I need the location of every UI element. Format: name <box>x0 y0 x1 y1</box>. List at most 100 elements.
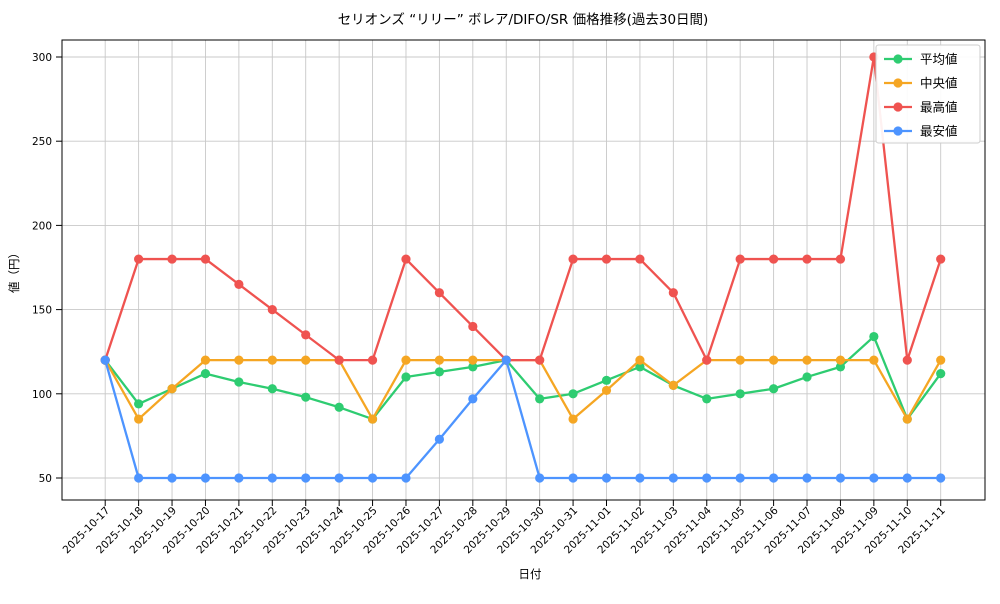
marker-median <box>902 414 912 424</box>
marker-average <box>936 368 946 379</box>
y-tick-label: 300 <box>32 52 52 64</box>
marker-min <box>769 473 779 483</box>
legend-box <box>875 44 981 144</box>
axes-frame <box>61 39 986 501</box>
marker-average <box>267 384 277 394</box>
marker-max <box>635 254 645 264</box>
legend-marker-icon <box>893 78 903 88</box>
marker-max <box>267 305 277 315</box>
marker-max <box>167 254 177 264</box>
marker-median <box>401 355 411 365</box>
legend-marker-icon <box>893 126 903 136</box>
marker-min <box>401 473 411 483</box>
marker-average <box>301 392 311 402</box>
marker-min <box>134 473 144 483</box>
marker-max <box>434 288 444 298</box>
marker-min <box>568 473 578 483</box>
marker-max <box>301 330 311 340</box>
series-max <box>100 52 946 365</box>
legend-label: 平均値 <box>920 52 958 67</box>
marker-min <box>468 394 478 404</box>
marker-min <box>334 473 344 483</box>
y-tick-label: 50 <box>39 473 52 485</box>
marker-average <box>234 377 244 387</box>
marker-min <box>234 473 244 483</box>
series-average <box>100 331 946 424</box>
marker-average <box>702 394 712 404</box>
marker-median <box>568 414 578 424</box>
marker-min <box>668 473 678 483</box>
marker-min <box>902 473 912 483</box>
marker-median <box>668 380 678 390</box>
marker-average <box>735 389 745 399</box>
y-axis-label: 値（円） <box>7 247 21 293</box>
marker-median <box>869 355 879 365</box>
legend-item-average: 平均値 <box>884 52 958 67</box>
y-tick-label: 250 <box>32 136 52 148</box>
marker-max <box>735 254 745 264</box>
marker-min <box>735 473 745 483</box>
marker-median <box>267 355 277 365</box>
marker-min <box>635 473 645 483</box>
marker-median <box>200 355 211 365</box>
marker-average <box>568 389 578 399</box>
marker-min <box>702 473 712 483</box>
line-min <box>104 358 942 480</box>
marker-average <box>601 375 612 385</box>
marker-max <box>769 254 779 264</box>
marker-max <box>835 254 846 264</box>
marker-median <box>601 385 612 396</box>
marker-max <box>401 254 411 264</box>
marker-max <box>601 254 612 264</box>
marker-max <box>568 254 578 264</box>
marker-max <box>200 254 211 264</box>
marker-median <box>735 355 745 365</box>
line-median <box>104 358 942 421</box>
marker-median <box>167 384 177 394</box>
marker-average <box>635 362 645 372</box>
x-axis-label: 日付 <box>519 567 542 581</box>
marker-average <box>802 372 812 382</box>
marker-average <box>468 362 478 372</box>
series-layer <box>100 52 946 483</box>
legend-label: 最高値 <box>920 100 958 115</box>
marker-average <box>869 331 879 342</box>
marker-max <box>902 355 912 365</box>
y-tick-label: 150 <box>32 305 52 317</box>
marker-max <box>367 355 378 365</box>
y-tick-label: 100 <box>32 389 52 401</box>
marker-average <box>334 402 344 412</box>
marker-max <box>668 288 678 298</box>
marker-max <box>535 355 545 365</box>
marker-average <box>835 362 846 372</box>
marker-min <box>167 473 177 483</box>
legend-item-min: 最安値 <box>884 124 958 139</box>
marker-max <box>802 254 812 264</box>
marker-max <box>702 355 712 365</box>
marker-min <box>200 473 211 483</box>
legend-label: 中央値 <box>920 76 958 91</box>
y-tick-label: 200 <box>32 220 52 232</box>
marker-min <box>869 473 879 483</box>
marker-min <box>434 434 444 444</box>
marker-min <box>301 473 311 483</box>
legend-marker-icon <box>893 54 903 64</box>
marker-median <box>234 355 244 365</box>
marker-median <box>835 355 846 365</box>
series-median <box>100 355 946 424</box>
marker-median <box>367 414 378 424</box>
marker-median <box>134 414 144 424</box>
marker-min <box>802 473 812 483</box>
marker-max <box>936 254 946 264</box>
marker-average <box>434 367 444 377</box>
marker-max <box>334 355 344 365</box>
marker-min <box>501 355 511 365</box>
marker-max <box>234 279 244 289</box>
line-max <box>104 55 942 362</box>
marker-median <box>936 355 946 365</box>
marker-median <box>802 355 812 365</box>
marker-median <box>301 355 311 365</box>
